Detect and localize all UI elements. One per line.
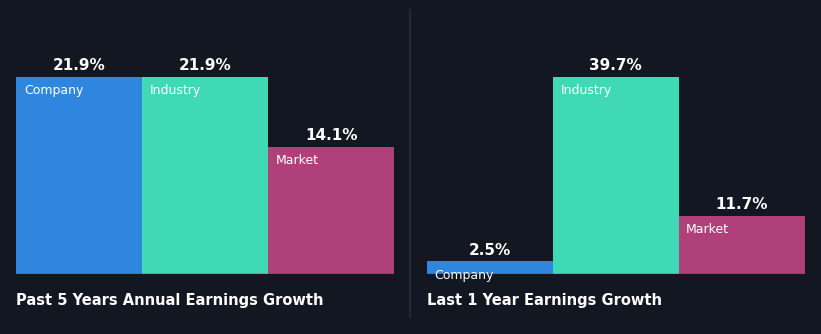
Text: 39.7%: 39.7% [589,58,642,73]
Bar [268,147,394,274]
Text: 11.7%: 11.7% [715,197,768,212]
Bar [679,216,805,274]
Text: Company: Company [434,269,494,282]
Text: 14.1%: 14.1% [305,128,357,143]
Text: 21.9%: 21.9% [179,58,232,73]
Text: Last 1 Year Earnings Growth: Last 1 Year Earnings Growth [427,293,662,308]
Text: Market: Market [276,154,319,167]
Text: 21.9%: 21.9% [53,58,106,73]
Bar [553,77,679,274]
Text: Company: Company [24,84,84,97]
Text: 2.5%: 2.5% [469,243,511,258]
Text: Industry: Industry [561,84,612,97]
Bar [427,262,553,274]
Bar [16,77,142,274]
Text: Industry: Industry [150,84,201,97]
Text: Past 5 Years Annual Earnings Growth: Past 5 Years Annual Earnings Growth [16,293,324,308]
Bar [142,77,268,274]
Text: Market: Market [686,223,729,236]
